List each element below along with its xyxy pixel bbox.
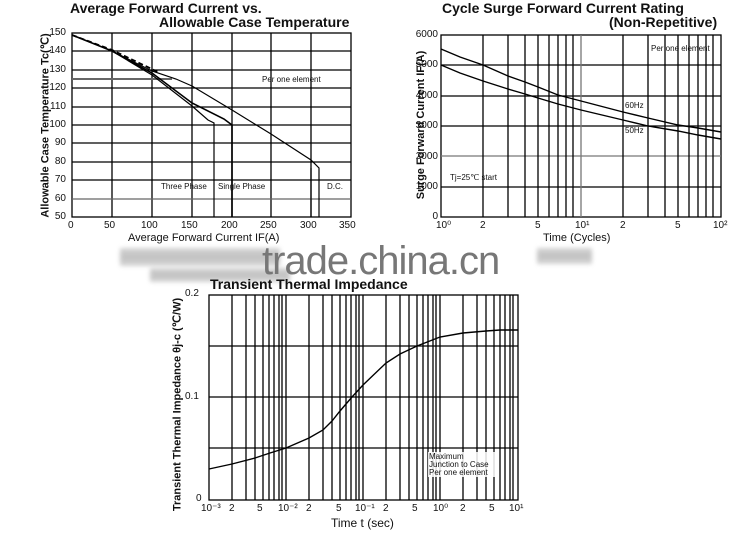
- annotation-50hz: 50Hz: [625, 126, 644, 135]
- chart3-xtick: 5: [489, 503, 495, 514]
- chart3-ytick: 0.2: [185, 288, 199, 299]
- annotation-maximum: Maximum Junction to Case Per one element: [429, 452, 489, 477]
- chart3-xtick: 2: [229, 503, 235, 514]
- annotation-single-phase: Single Phase: [218, 182, 266, 191]
- annotation-tj-start: Tj=25℃ start: [450, 173, 497, 182]
- chart3-xtick: 10⁰: [433, 503, 449, 514]
- chart3-xtick: 5: [412, 503, 418, 514]
- chart3-xlabel: Time t (sec): [331, 516, 394, 530]
- chart2-xtick: 10⁰: [436, 220, 452, 231]
- blur-band: [537, 248, 592, 264]
- chart2-xtick: 2: [480, 220, 486, 231]
- chart1-xlabel: Average Forward Current IF(A): [128, 232, 280, 244]
- chart1-title-line1: Average Forward Current vs.: [70, 0, 262, 16]
- annotation-per-one-element: Per one element: [262, 75, 321, 84]
- chart2-yticks: 6000 5000 4000 3000 2000 1000 0: [415, 29, 438, 223]
- chart1-xtick: 250: [260, 220, 277, 231]
- chart2-xtick: 10²: [713, 220, 728, 231]
- chart2-xtick: 2: [620, 220, 626, 231]
- chart2-xtick: 5: [535, 220, 541, 231]
- chart1-xtick: 0: [68, 220, 74, 231]
- chart3-xtick: 10⁻³: [201, 503, 221, 514]
- blur-band: [150, 268, 290, 282]
- chart1-xtick: 50: [104, 220, 116, 231]
- annotation-three-phase: Three Phase: [161, 182, 207, 191]
- chart1-xtick: 300: [300, 220, 317, 231]
- chart1-xtick: 150: [181, 220, 198, 231]
- chart1-xtick: 200: [221, 220, 238, 231]
- chart3-ytick: 0.1: [185, 391, 199, 402]
- blur-band: [120, 248, 280, 266]
- chart1-title-line2: Allowable Case Temperature: [159, 14, 350, 30]
- chart3-xtick: 2: [460, 503, 466, 514]
- chart3-xtick: 2: [383, 503, 389, 514]
- chart2-xtick: 5: [675, 220, 681, 231]
- chart3-xtick: 5: [336, 503, 342, 514]
- annotation-per-one-element: Per one element: [651, 44, 710, 53]
- chart3-ytick: 0: [196, 493, 202, 504]
- chart3-xtick: 5: [257, 503, 263, 514]
- watermark: trade.china.cn: [262, 239, 500, 283]
- chart3-xtick: 2: [306, 503, 312, 514]
- chart3-title: Transient Thermal Impedance: [210, 276, 408, 292]
- chart1-xtick: 350: [339, 220, 356, 231]
- chart3-xtick: 10¹: [509, 503, 524, 514]
- chart2-xlabel: Time (Cycles): [543, 232, 611, 244]
- annotation-60hz: 60Hz: [625, 101, 644, 110]
- chart2-xtick: 10¹: [575, 220, 590, 231]
- chart3-xtick: 10⁻²: [278, 503, 298, 514]
- chart2-title-line2: (Non-Repetitive): [609, 14, 718, 30]
- chart3-ylabel: Transient Thermal Impedance θj-c (℃/W): [171, 297, 184, 512]
- chart2-title-line1: Cycle Surge Forward Current Rating: [442, 0, 684, 16]
- annotation-dc: D.C.: [327, 182, 343, 191]
- chart1-xtick: 100: [141, 220, 158, 231]
- chart1-yticks: 150 140 130 120 110 100 90 80 70 60 50: [49, 27, 66, 222]
- chart3-xtick: 10⁻¹: [355, 503, 375, 514]
